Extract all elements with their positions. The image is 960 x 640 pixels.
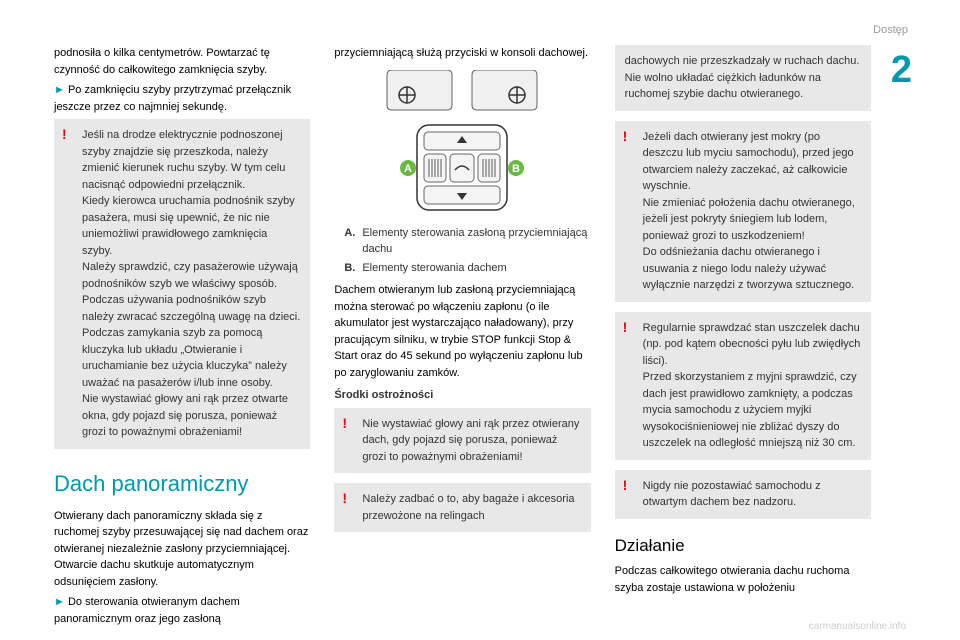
warning-text: Jeśli na drodze elektrycznie podnoszonej…: [82, 129, 300, 438]
warning-box: ! Nie wystawiać głowy ani rąk przez otwi…: [334, 408, 590, 474]
warning-box: ! Jeśli na drodze elektrycznie podnoszon…: [54, 119, 310, 449]
chapter-number: 2: [891, 42, 912, 99]
warning-icon: !: [623, 129, 628, 143]
body-text: Podczas całkowitego otwierania dachu ruc…: [615, 563, 871, 596]
list-text: Elementy sterowania zasłoną przyciemniaj…: [362, 225, 590, 258]
warning-icon: !: [342, 416, 347, 430]
body-text: podnosiła o kilka centymetrów. Powtarzać…: [54, 45, 310, 78]
column-2: przyciemniającą służą przyciski w konsol…: [334, 45, 590, 631]
main-content: podnosiła o kilka centymetrów. Powtarzać…: [0, 0, 960, 631]
warning-text: Nie wystawiać głowy ani rąk przez otwier…: [362, 418, 579, 463]
warning-text: Regularnie sprawdzać stan uszczelek dach…: [643, 322, 861, 450]
subsection-title: Działanie: [615, 533, 871, 559]
warning-box: ! Należy zadbać o to, aby bagaże i akces…: [334, 483, 590, 532]
body-text: Dachem otwieranym lub zasłoną przyciemni…: [334, 282, 590, 381]
warning-text: Należy zadbać o to, aby bagaże i akcesor…: [362, 493, 574, 522]
list-letter: A.: [344, 225, 355, 258]
svg-text:A: A: [405, 163, 413, 175]
section-title: Dach panoramiczny: [54, 467, 310, 500]
warning-text: Nigdy nie pozostawiać samochodu z otwart…: [643, 480, 821, 509]
bullet-icon: ►: [54, 84, 65, 96]
warning-icon: !: [342, 491, 347, 505]
body-text: ► Do sterowania otwieranym dachem panora…: [54, 594, 310, 627]
warning-icon: !: [62, 127, 67, 141]
body-text: Otwierany dach panoramiczny składa się z…: [54, 508, 310, 591]
column-3: dachowych nie przeszkadzały w ruchach da…: [615, 45, 906, 631]
warning-box: ! Regularnie sprawdzać stan uszczelek da…: [615, 312, 871, 460]
watermark: carmanualsonline.info: [809, 619, 906, 634]
column-1: podnosiła o kilka centymetrów. Powtarzać…: [54, 45, 310, 631]
list-item: B. Elementy sterowania dachem: [344, 260, 590, 277]
warning-text: dachowych nie przeszkadzały w ruchach da…: [625, 55, 860, 100]
warning-box: ! Nigdy nie pozostawiać samochodu z otwa…: [615, 470, 871, 519]
list-item: A. Elementy sterowania zasłoną przyciemn…: [344, 225, 590, 258]
warning-icon: !: [623, 478, 628, 492]
bullet-icon: ►: [54, 596, 65, 608]
bold-subtitle: Środki ostrożności: [334, 387, 590, 404]
body-text: Po zamknięciu szyby przytrzymać przełącz…: [54, 84, 291, 113]
body-text: przyciemniającą służą przyciski w konsol…: [334, 45, 590, 62]
warning-box: ! Jeżeli dach otwierany jest mokry (po d…: [615, 121, 871, 302]
list-text: Elementy sterowania dachem: [362, 260, 506, 277]
section-header: Dostęp: [873, 22, 908, 39]
warning-text: Jeżeli dach otwierany jest mokry (po des…: [643, 131, 855, 292]
body-text: ► Po zamknięciu szyby przytrzymać przełą…: [54, 82, 310, 115]
roof-controls-diagram: A B: [362, 70, 562, 215]
body-text: Do sterowania otwieranym dachem panorami…: [54, 596, 240, 625]
svg-text:B: B: [513, 163, 521, 175]
list-letter: B.: [344, 260, 355, 277]
warning-icon: !: [623, 320, 628, 334]
warning-box: dachowych nie przeszkadzały w ruchach da…: [615, 45, 871, 111]
